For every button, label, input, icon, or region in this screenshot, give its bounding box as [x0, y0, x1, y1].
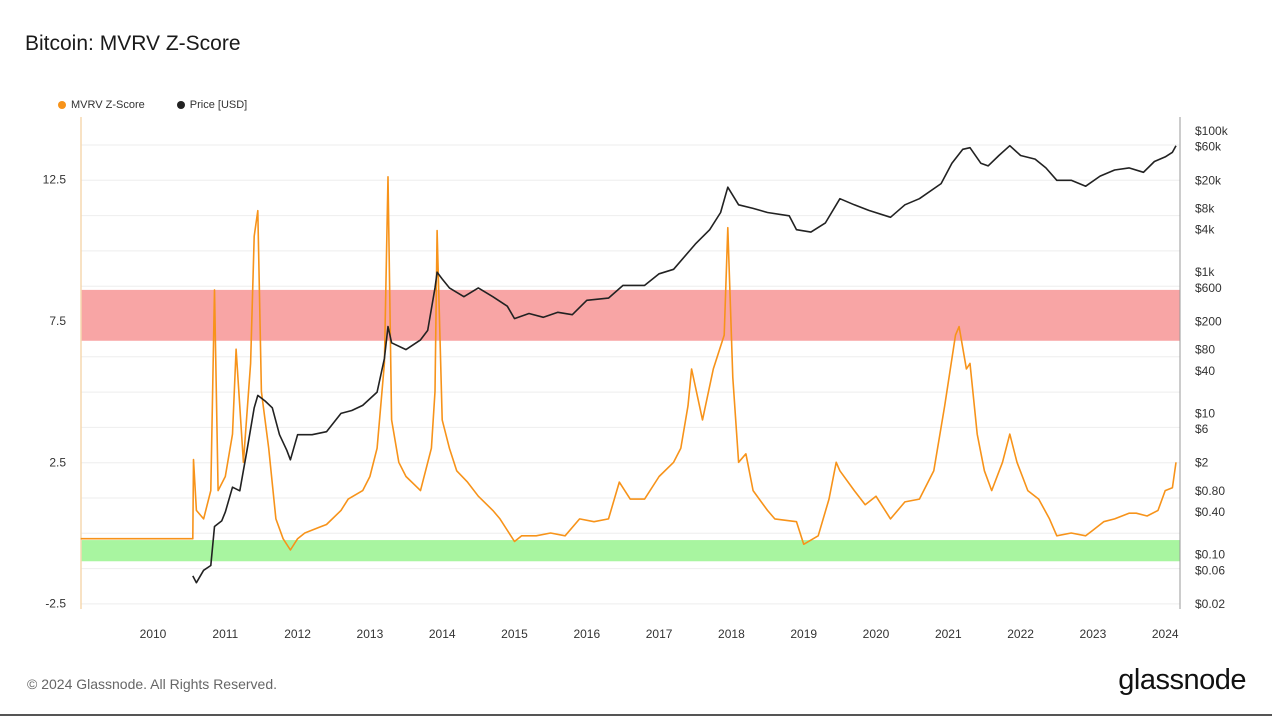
- left-tick-label: -2.5: [45, 597, 66, 611]
- legend-label: Price [USD]: [189, 99, 248, 111]
- x-tick-label: 2015: [501, 627, 528, 641]
- right-tick-label: $0.10: [1195, 548, 1225, 562]
- x-tick-label: 2023: [1080, 627, 1107, 641]
- right-tick-label: $8k: [1195, 201, 1215, 215]
- right-tick-label: $0.40: [1195, 505, 1225, 519]
- right-tick-label: $60k: [1195, 140, 1222, 154]
- x-tick-label: 2019: [790, 627, 817, 641]
- x-tick-label: 2024: [1152, 627, 1179, 641]
- left-tick-label: 7.5: [49, 314, 66, 328]
- copyright: © 2024 Glassnode. All Rights Reserved.: [27, 676, 278, 692]
- legend-item-mvrv[interactable]: MVRV Z-Score: [58, 99, 145, 111]
- right-tick-label: $4k: [1195, 223, 1215, 237]
- legend-label: MVRV Z-Score: [71, 99, 145, 111]
- right-tick-label: $0.02: [1195, 597, 1225, 611]
- series-line-mvrv-z-score: [80, 176, 1177, 551]
- band-overvalued: [81, 289, 1180, 341]
- band-undervalued: [81, 540, 1180, 562]
- chart-title: Bitcoin: MVRV Z-Score: [25, 32, 241, 55]
- legend-dot-orange-icon: [58, 101, 66, 109]
- legend-item-price[interactable]: Price [USD]: [176, 99, 248, 111]
- right-tick-label: $20k: [1195, 173, 1222, 187]
- right-tick-label: $40: [1195, 364, 1215, 378]
- right-tick-label: $600: [1195, 281, 1222, 295]
- x-tick-label: 2021: [935, 627, 962, 641]
- x-tick-label: 2018: [718, 627, 745, 641]
- right-tick-label: $200: [1195, 315, 1222, 329]
- x-tick-label: 2010: [140, 627, 167, 641]
- x-tick-label: 2014: [429, 627, 456, 641]
- divider: [0, 714, 1272, 716]
- x-tick-label: 2012: [284, 627, 311, 641]
- x-tick-label: 2013: [357, 627, 384, 641]
- x-tick-label: 2016: [573, 627, 600, 641]
- legend: MVRV Z-Score Price [USD]: [58, 99, 247, 111]
- right-tick-label: $1k: [1195, 265, 1215, 279]
- right-tick-label: $2: [1195, 456, 1209, 470]
- right-tick-label: $6: [1195, 422, 1209, 436]
- right-tick-label: $100k: [1195, 124, 1229, 138]
- x-tick-label: 2017: [646, 627, 673, 641]
- left-tick-label: 12.5: [43, 173, 67, 187]
- right-tick-label: $80: [1195, 343, 1215, 357]
- x-tick-label: 2020: [863, 627, 890, 641]
- right-tick-label: $0.06: [1195, 563, 1225, 577]
- left-tick-label: 2.5: [49, 455, 66, 469]
- x-tick-label: 2011: [212, 627, 238, 641]
- series-line-price-usd-: [192, 144, 1177, 584]
- right-tick-label: $0.80: [1195, 484, 1225, 498]
- x-tick-label: 2022: [1007, 627, 1034, 641]
- glassnode-logo: glassnode: [1118, 664, 1246, 696]
- right-tick-label: $10: [1195, 406, 1215, 420]
- legend-dot-black-icon: [176, 101, 185, 109]
